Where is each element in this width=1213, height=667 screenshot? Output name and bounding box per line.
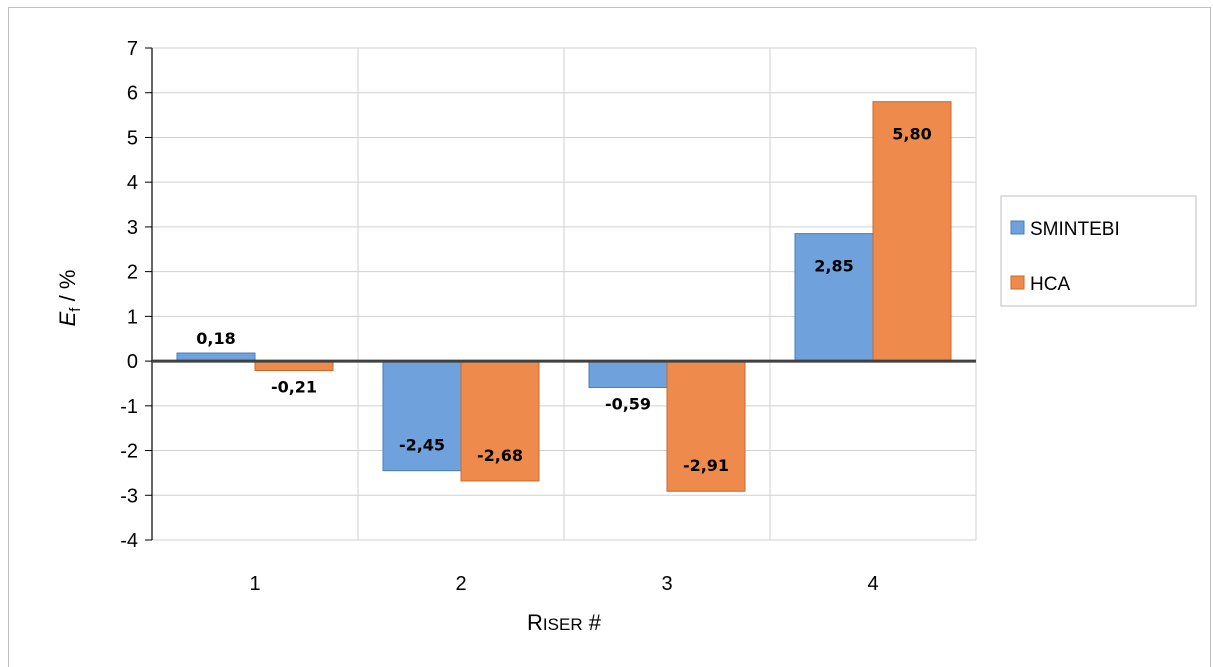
bar-smintebi-4 [794,233,874,362]
y-tick-label: 5 [127,127,138,149]
bar-smintebi-2 [382,360,462,472]
data-label-smintebi-2: -2,45 [399,436,445,455]
data-label-hca-2: -2,68 [477,446,523,465]
y-tick-label: 0 [127,351,138,373]
x-tick-label: 4 [867,573,878,595]
y-tick-label: 2 [127,262,138,284]
legend: SMINTEBI HCA [1000,195,1197,307]
bar-chart: 0,18 -2,45 -0,59 2,85 -0,21 -2,68 -2,91 5,80 -4… [55,38,1197,635]
legend-label-smintebi: SMINTEBI [1030,219,1120,240]
x-tick-label: 1 [249,573,260,595]
bars [176,101,952,492]
data-label-hca-4: 5,80 [892,125,931,144]
bar-hca-2 [460,360,540,482]
y-tick-label: -4 [120,530,138,552]
y-tick-label: -1 [120,396,138,418]
y-tick-label: -2 [120,441,138,463]
bar-hca-4 [872,101,952,362]
y-axis-title: Ef / % [55,270,84,327]
legend-label-hca: HCA [1030,274,1070,295]
x-tick-label: 2 [455,573,466,595]
x-axis-title: RISER # [527,610,602,635]
data-label-hca-1: -0,21 [271,377,317,396]
y-tick-label: 1 [127,306,138,328]
legend-swatch-hca [1010,275,1025,290]
chart-frame [8,7,1211,667]
grid-lines [151,47,977,541]
data-label-smintebi-3: -0,59 [605,394,651,413]
bar-smintebi-3 [588,360,668,388]
x-tick-label: 3 [661,573,672,595]
bar-hca-3 [666,360,746,492]
y-tick-labels: -4 -3 -2 -1 0 1 2 3 4 5 6 7 [120,38,138,552]
y-tick-label: 3 [127,217,138,239]
data-labels: 0,18 -2,45 -0,59 2,85 -0,21 -2,68 -2,91 5,80 [196,125,931,476]
axes [145,47,976,541]
data-label-smintebi-4: 2,85 [814,257,853,276]
data-label-smintebi-1: 0,18 [196,329,235,348]
y-tick-label: 7 [127,38,138,60]
legend-box [1000,195,1197,307]
x-tick-labels: 1 2 3 4 [249,573,878,595]
y-tick-label: -3 [120,485,138,507]
data-label-hca-3: -2,91 [683,456,729,475]
y-tick-label: 4 [127,172,138,194]
legend-swatch-smintebi [1010,220,1025,235]
y-tick-label: 6 [127,83,138,105]
